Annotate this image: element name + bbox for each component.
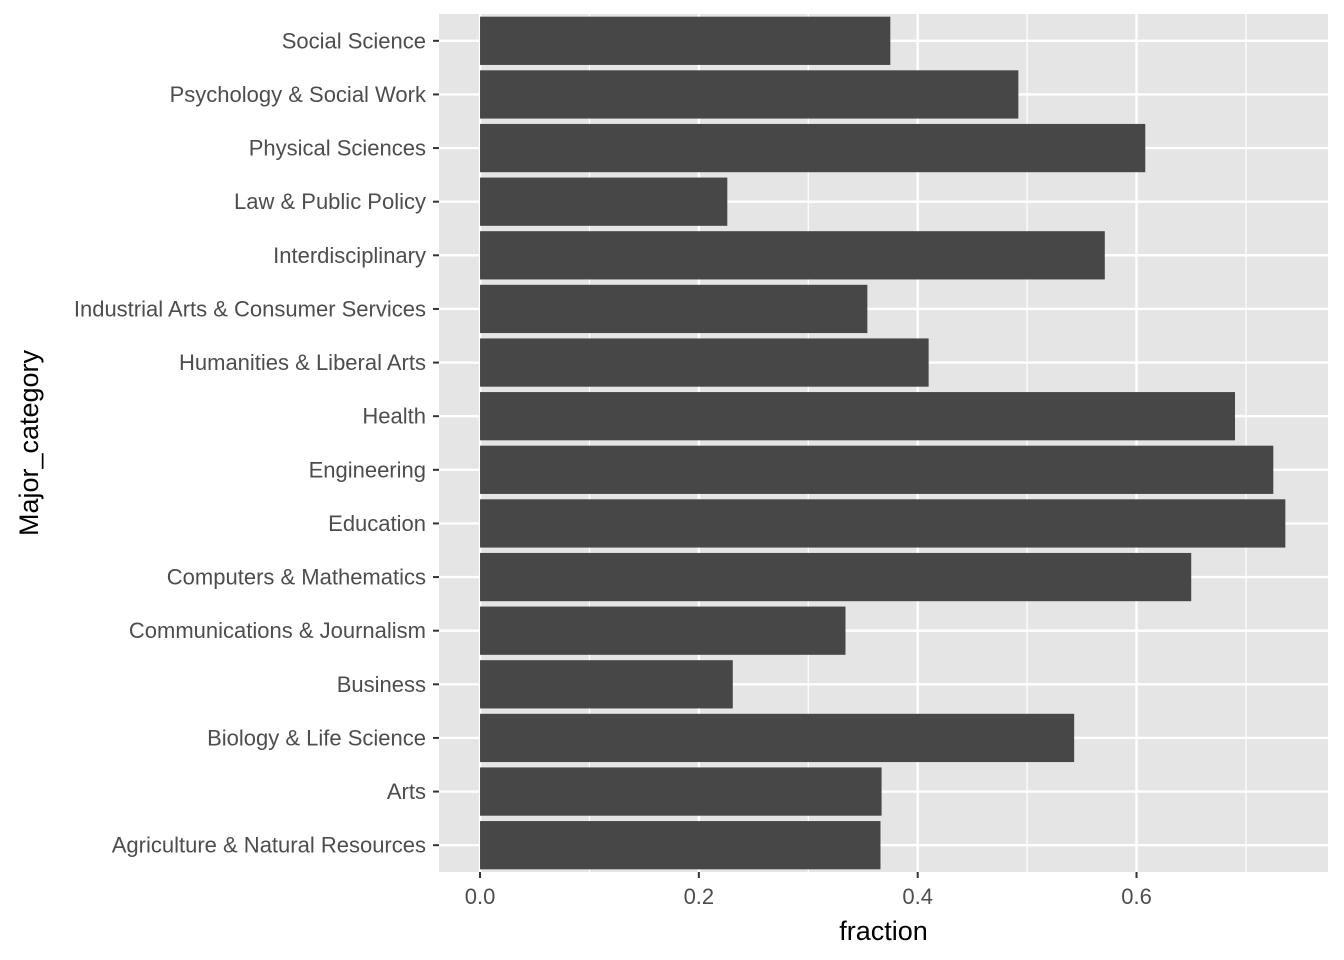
y-tick-label: Industrial Arts & Consumer Services: [74, 296, 426, 321]
y-tick-label: Social Science: [282, 28, 426, 53]
y-tick-label: Biology & Life Science: [207, 725, 426, 750]
y-axis-title: Major_category: [14, 349, 44, 536]
y-tick-label: Engineering: [309, 457, 426, 482]
y-tick-label: Law & Public Policy: [234, 189, 426, 214]
bar: [480, 713, 1075, 763]
x-axis-title: fraction: [839, 916, 928, 946]
x-tick-label: 0.0: [465, 884, 496, 909]
y-tick-label: Physical Sciences: [249, 136, 426, 161]
y-tick-label: Agriculture & Natural Resources: [112, 833, 426, 858]
bar: [480, 123, 1146, 173]
bar: [480, 445, 1274, 494]
bar: [480, 552, 1192, 602]
x-axis: 0.0 0.2 0.4 0.6: [465, 872, 1152, 909]
y-tick-label: Computers & Mathematics: [167, 565, 426, 590]
bar: [480, 284, 868, 334]
bar: [480, 231, 1105, 280]
y-tick-label: Education: [328, 511, 426, 536]
bar: [480, 177, 728, 226]
y-tick-label: Interdisciplinary: [273, 243, 426, 268]
x-tick-label: 0.4: [902, 884, 933, 909]
y-tick-label: Psychology & Social Work: [170, 82, 427, 107]
y-tick-label: Business: [337, 672, 426, 697]
y-tick-label: Humanities & Liberal Arts: [179, 350, 426, 375]
y-tick-label: Communications & Journalism: [129, 618, 426, 643]
y-axis: Agriculture & Natural Resources Arts Biolo…: [74, 28, 439, 858]
bar: [480, 767, 882, 816]
bars: [480, 16, 1286, 870]
bar: [480, 70, 1019, 119]
bar: [480, 392, 1235, 441]
bar: [480, 821, 881, 870]
bar: [480, 606, 846, 655]
x-tick-label: 0.6: [1121, 884, 1152, 909]
y-tick-label: Health: [362, 404, 426, 429]
bar: [480, 660, 733, 709]
x-tick-label: 0.2: [684, 884, 715, 909]
bar: [480, 499, 1286, 548]
bar: [480, 16, 891, 65]
y-tick-label: Arts: [387, 779, 426, 804]
bar: [480, 338, 929, 387]
